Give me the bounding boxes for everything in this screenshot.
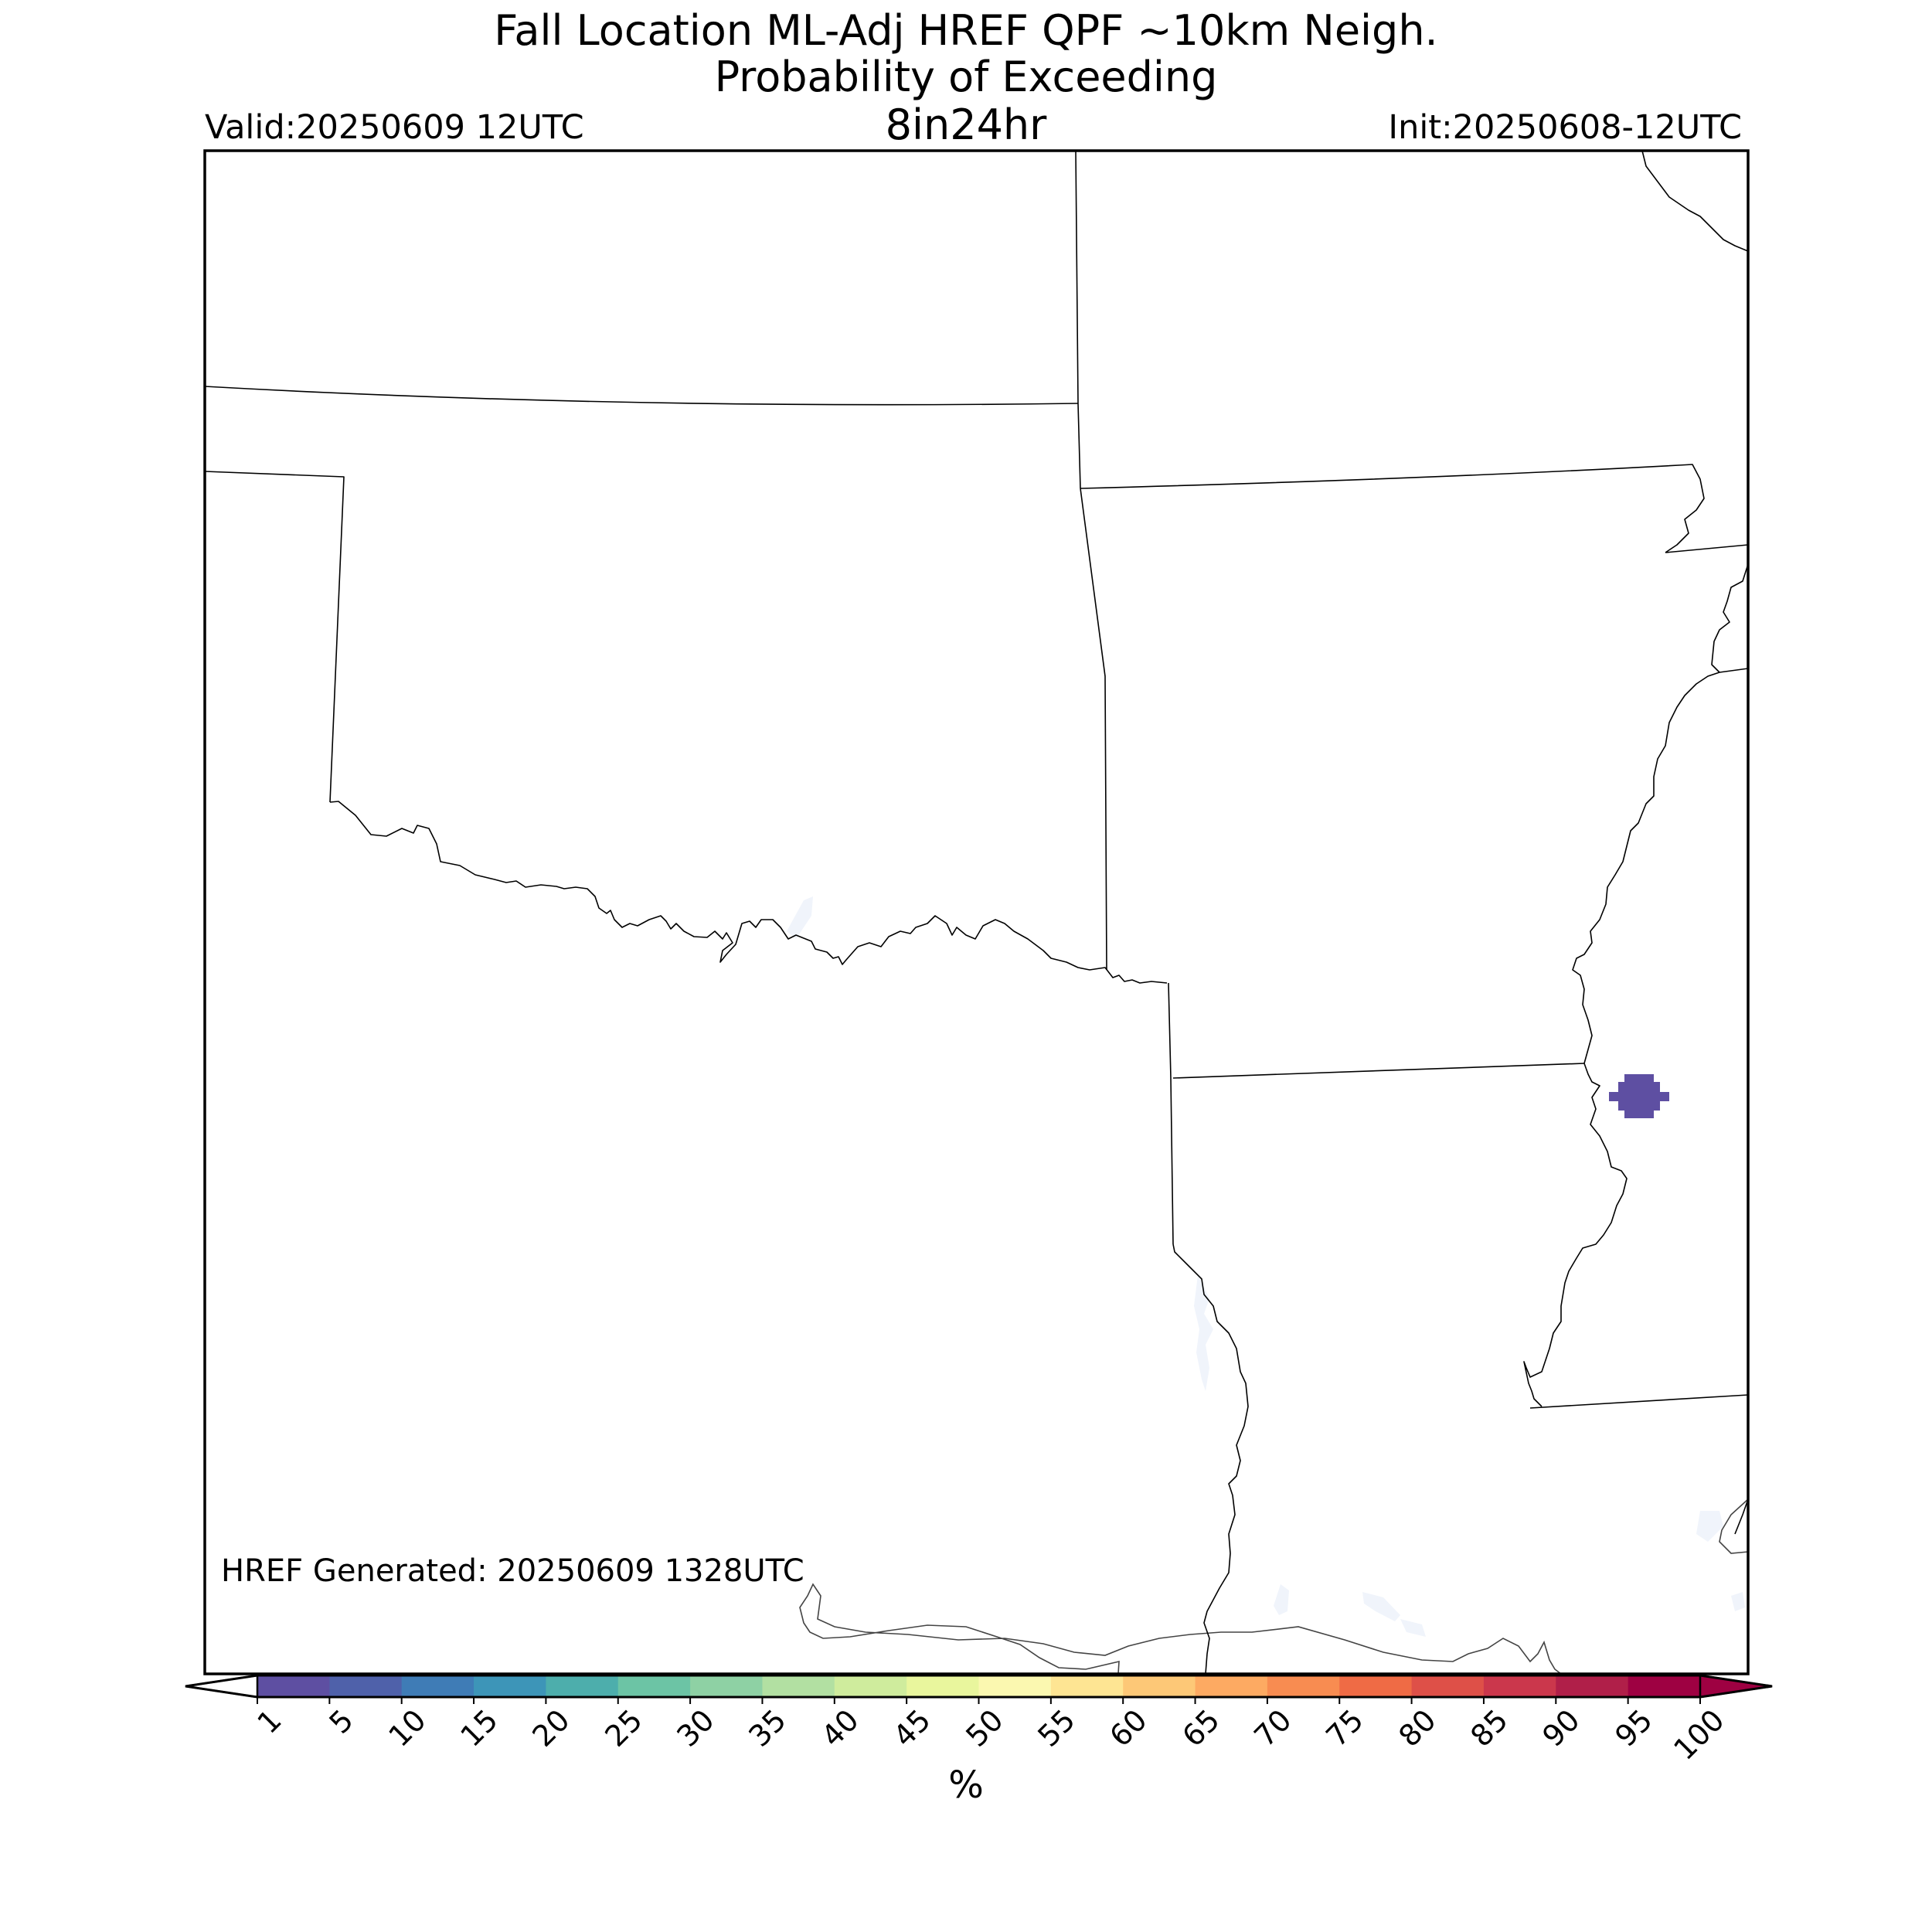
coastline-east bbox=[1719, 1498, 1748, 1554]
colorbar-segment bbox=[1050, 1675, 1124, 1697]
colorbar-segment bbox=[1267, 1675, 1340, 1697]
red-river-border bbox=[329, 801, 1168, 984]
colorbar-segment bbox=[1339, 1675, 1413, 1697]
kansas-oklahoma-border bbox=[205, 386, 1079, 406]
mississippi-river-border bbox=[1523, 563, 1748, 1407]
probability-region-1-5-percent bbox=[1609, 1074, 1669, 1118]
water-bodies bbox=[787, 896, 1745, 1637]
sabine-river-border bbox=[1172, 1243, 1249, 1674]
colorbar-segment bbox=[762, 1675, 835, 1697]
colorbar bbox=[185, 1674, 1773, 1704]
colorbar-segment bbox=[1123, 1675, 1196, 1697]
colorbar-segment bbox=[1556, 1675, 1629, 1697]
texas-arkansas-border bbox=[1168, 982, 1174, 1245]
oklahoma-arkansas-border bbox=[1080, 488, 1107, 971]
colorbar-segment bbox=[329, 1675, 403, 1697]
oklahoma-panhandle-border bbox=[205, 471, 345, 803]
colorbar-segment bbox=[834, 1675, 907, 1697]
missouri-bootheel-border bbox=[1665, 544, 1748, 553]
colorbar-extend-max bbox=[1699, 1674, 1773, 1699]
kansas-missouri-border bbox=[1075, 151, 1081, 489]
coastline bbox=[799, 1583, 1562, 1674]
generated-time-label: HREF Generated: 20250609 1328UTC bbox=[221, 1553, 804, 1589]
pearl-river-border bbox=[1734, 1498, 1748, 1535]
map-title-line-2: Probability of Exceeding bbox=[714, 53, 1218, 101]
colorbar-segment bbox=[1411, 1675, 1485, 1697]
missouri-arkansas-border bbox=[1080, 464, 1705, 553]
valid-time-label: Valid:20250609 12UTC bbox=[205, 108, 584, 147]
map-background bbox=[205, 151, 1748, 1674]
colorbar-segment bbox=[474, 1675, 546, 1697]
colorbar-segment bbox=[617, 1675, 691, 1697]
colorbar-units-label: % bbox=[948, 1764, 984, 1807]
colorbar-segment bbox=[257, 1675, 330, 1697]
init-time-label: Init:20250608-12UTC bbox=[1388, 108, 1742, 147]
state-boundaries bbox=[205, 151, 1748, 1674]
colorbar-segment bbox=[401, 1675, 474, 1697]
colorbar-segment bbox=[1628, 1675, 1701, 1697]
colorbar-segment bbox=[690, 1675, 763, 1697]
colorbar-segment bbox=[978, 1675, 1052, 1697]
colorbar-segment bbox=[906, 1675, 979, 1697]
map-title-threshold: 8in24hr bbox=[885, 100, 1047, 149]
arkansas-louisiana-border bbox=[1172, 1063, 1585, 1079]
map-title-line-1: Fall Location ML-Adj HREF QPF ~10km Neig… bbox=[494, 6, 1438, 55]
iowa-illinois-border bbox=[1641, 151, 1748, 252]
louisiana-mississippi-border bbox=[1529, 1394, 1748, 1409]
colorbar-segment bbox=[1195, 1675, 1268, 1697]
colorbar-extend-min bbox=[185, 1674, 259, 1699]
colorbar-segment bbox=[546, 1675, 619, 1697]
map-frame bbox=[203, 149, 1750, 1675]
colorbar-segment bbox=[1483, 1675, 1556, 1697]
